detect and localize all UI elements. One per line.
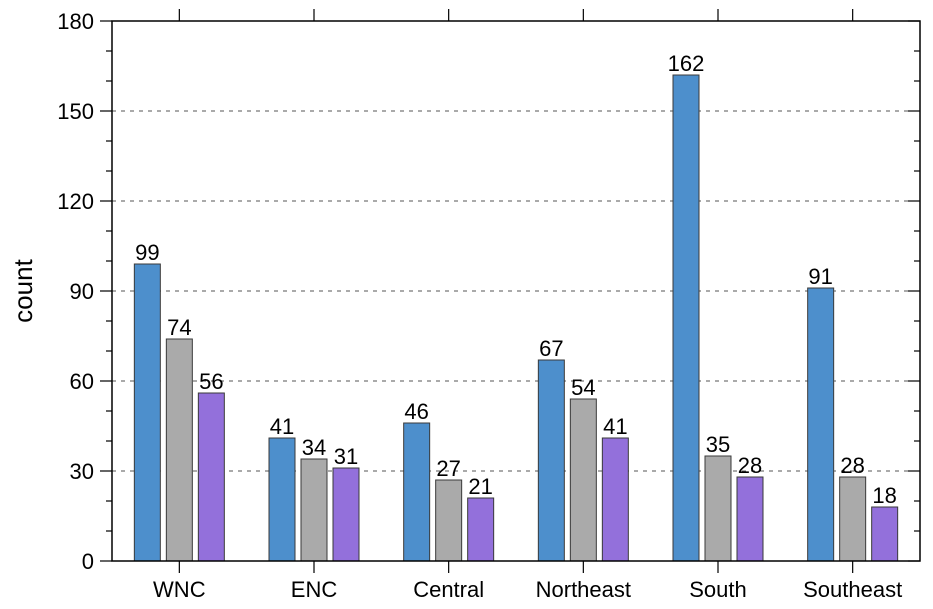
bar-southeast-s2 bbox=[839, 476, 867, 562]
bar-wnc-s1 bbox=[133, 263, 161, 562]
bar-south-s1 bbox=[672, 74, 700, 562]
y-tick-label-30: 30 bbox=[70, 459, 94, 484]
data-label-enc-s2: 34 bbox=[302, 435, 326, 460]
bar-northeast-s2 bbox=[569, 398, 597, 562]
bar-central-s2 bbox=[435, 479, 463, 562]
bar-wnc-s2 bbox=[165, 338, 193, 562]
data-label-southeast-s3: 18 bbox=[872, 483, 896, 508]
bars-group bbox=[133, 74, 899, 562]
bar-southeast-s1 bbox=[807, 287, 835, 562]
y-tick-label-120: 120 bbox=[57, 189, 94, 214]
data-label-south-s1: 162 bbox=[668, 51, 705, 76]
y-tick-labels: 0 30 60 90 120 150 180 bbox=[57, 9, 94, 574]
data-label-central-s1: 46 bbox=[404, 399, 428, 424]
y-axis-title: count bbox=[8, 258, 38, 322]
bar-northeast-s3 bbox=[601, 437, 629, 562]
data-label-enc-s1: 41 bbox=[270, 414, 294, 439]
data-label-southeast-s2: 28 bbox=[840, 453, 864, 478]
y-tick-label-60: 60 bbox=[70, 369, 94, 394]
data-label-south-s2: 35 bbox=[706, 432, 730, 457]
x-tick-labels: WNC ENC Central Northeast South Southeast bbox=[153, 577, 902, 602]
x-tick-label-central: Central bbox=[413, 577, 484, 602]
data-labels-group: 99 74 56 41 34 31 46 27 21 67 54 41 162 35 28 91 28 18 bbox=[135, 51, 897, 508]
y-tick-label-180: 180 bbox=[57, 9, 94, 34]
x-tick-label-northeast: Northeast bbox=[536, 577, 631, 602]
bar-south-s3 bbox=[736, 476, 764, 562]
bar-enc-s2 bbox=[300, 458, 328, 562]
x-tick-label-south: South bbox=[689, 577, 747, 602]
data-label-wnc-s3: 56 bbox=[199, 369, 223, 394]
y-tick-label-0: 0 bbox=[82, 549, 94, 574]
data-label-northeast-s1: 67 bbox=[539, 336, 563, 361]
bar-wnc-s3 bbox=[197, 392, 225, 562]
data-label-wnc-s1: 99 bbox=[135, 240, 159, 265]
data-label-northeast-s3: 41 bbox=[603, 414, 627, 439]
x-tick-label-southeast: Southeast bbox=[803, 577, 902, 602]
data-label-south-s3: 28 bbox=[738, 453, 762, 478]
bar-enc-s3 bbox=[332, 467, 360, 562]
data-label-wnc-s2: 74 bbox=[167, 315, 191, 340]
data-label-central-s2: 27 bbox=[436, 456, 460, 481]
bar-central-s1 bbox=[403, 422, 431, 562]
axis-ticks bbox=[100, 9, 920, 573]
bar-northeast-s1 bbox=[537, 359, 565, 562]
gridlines bbox=[112, 110, 920, 472]
y-tick-label-150: 150 bbox=[57, 99, 94, 124]
data-label-northeast-s2: 54 bbox=[571, 375, 595, 400]
bar-south-s2 bbox=[704, 455, 732, 562]
bar-enc-s1 bbox=[268, 437, 296, 562]
x-tick-label-wnc: WNC bbox=[153, 577, 206, 602]
bar-southeast-s3 bbox=[871, 506, 899, 562]
data-label-southeast-s1: 91 bbox=[808, 264, 832, 289]
x-tick-label-enc: ENC bbox=[291, 577, 338, 602]
data-label-central-s3: 21 bbox=[468, 474, 492, 499]
bar-central-s3 bbox=[467, 497, 495, 562]
data-label-enc-s3: 31 bbox=[334, 444, 358, 469]
y-tick-label-90: 90 bbox=[70, 279, 94, 304]
